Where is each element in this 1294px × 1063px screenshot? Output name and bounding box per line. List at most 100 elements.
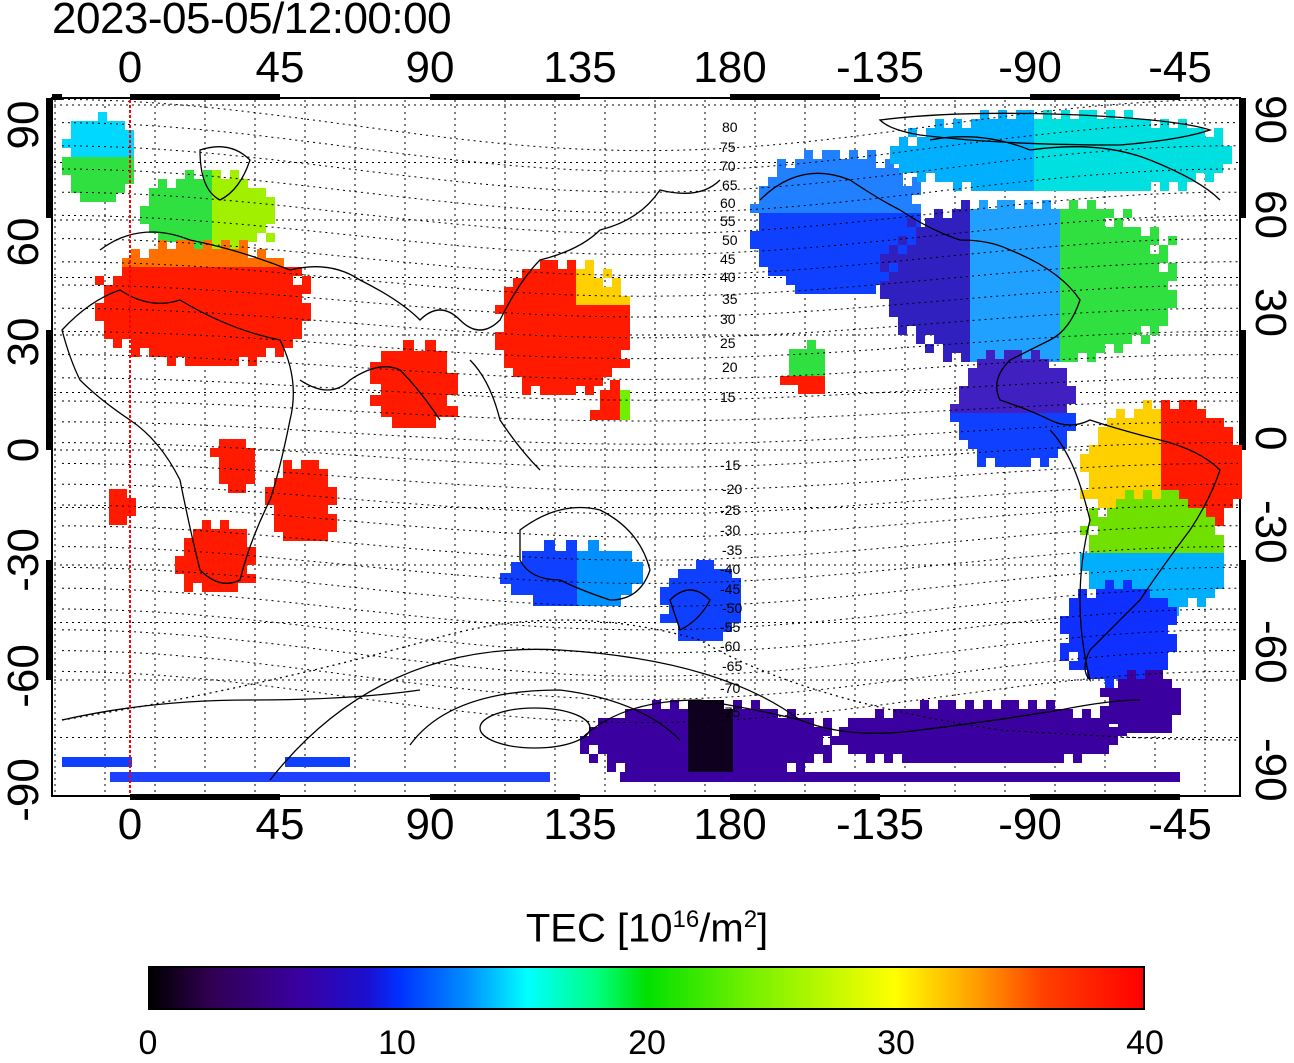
tec-cell xyxy=(237,457,246,466)
tec-cell xyxy=(1049,368,1058,377)
tec-cell xyxy=(1170,571,1179,580)
tec-cell xyxy=(549,368,558,377)
tec-cell xyxy=(1224,445,1233,454)
tec-cell xyxy=(555,551,566,562)
tec-cell xyxy=(221,330,230,339)
tec-cell xyxy=(1096,670,1105,679)
tec-cell xyxy=(679,745,688,754)
tec-cell xyxy=(1132,589,1141,598)
tec-cell xyxy=(714,578,723,587)
tec-cell xyxy=(849,159,858,168)
tec-cell xyxy=(522,368,531,377)
tec-cell xyxy=(1096,236,1105,245)
tec-cell xyxy=(986,368,995,377)
tec-cell xyxy=(1033,254,1042,263)
tec-cell xyxy=(621,305,630,314)
tec-cell xyxy=(513,305,522,314)
tec-cell xyxy=(203,206,212,215)
tec-cell xyxy=(995,404,1004,413)
tec-cell xyxy=(504,332,513,341)
tec-cell xyxy=(983,745,992,754)
tec-cell xyxy=(1141,625,1150,634)
tec-cell xyxy=(158,249,167,258)
tec-cell xyxy=(1197,445,1206,454)
tec-cell xyxy=(1116,427,1125,436)
tec-cell xyxy=(840,159,849,168)
tec-cell xyxy=(1152,499,1161,508)
tec-cell xyxy=(1024,245,1033,254)
tec-cell xyxy=(275,303,284,312)
tec-cell xyxy=(804,249,813,258)
tec-cell xyxy=(1061,182,1070,191)
tec-cell xyxy=(1015,281,1024,290)
tec-cell xyxy=(1125,454,1134,463)
tec-cell xyxy=(1007,182,1016,191)
tec-cell xyxy=(777,213,786,222)
tec-cell xyxy=(934,308,943,317)
tec-cell xyxy=(1114,290,1123,299)
tec-cell xyxy=(1161,517,1170,526)
tec-cell xyxy=(1170,436,1179,445)
tec-cell xyxy=(795,258,804,267)
tec-cell xyxy=(127,507,136,516)
contour-label: 20 xyxy=(722,359,738,375)
tec-cell xyxy=(911,736,920,745)
tec-cell xyxy=(566,551,577,562)
tec-cell xyxy=(733,709,742,718)
tec-cell xyxy=(998,164,1007,173)
tec-cell xyxy=(588,540,599,551)
tec-cell xyxy=(813,231,822,240)
tec-cell xyxy=(1143,427,1152,436)
tec-cell xyxy=(1079,119,1088,128)
tec-cell xyxy=(688,700,697,709)
tec-cell xyxy=(149,249,158,258)
tec-cell xyxy=(1116,508,1125,517)
tec-cell xyxy=(1161,463,1170,472)
tec-cell xyxy=(1058,422,1067,431)
tec-cell xyxy=(1134,553,1143,562)
tec-cell xyxy=(540,386,549,395)
tec-cell xyxy=(274,523,283,532)
tec-cell xyxy=(122,285,131,294)
tec-cell xyxy=(221,206,230,215)
tec-cell xyxy=(1073,736,1082,745)
tec-cell xyxy=(831,195,840,204)
tec-cell xyxy=(1100,736,1109,745)
tec-cell xyxy=(796,754,805,763)
tec-cell xyxy=(1161,589,1170,598)
tec-cell xyxy=(1060,236,1069,245)
tec-cell xyxy=(275,348,284,357)
tec-cell xyxy=(760,745,769,754)
tec-cell xyxy=(1088,173,1097,182)
tec-cell xyxy=(594,287,603,296)
tec-cell xyxy=(1206,535,1215,544)
tec-cell xyxy=(203,197,212,206)
tec-cell xyxy=(1223,146,1232,155)
tec-cell xyxy=(1098,490,1107,499)
tec-cell xyxy=(1007,146,1016,155)
tec-cell xyxy=(894,168,903,177)
tec-cell xyxy=(696,614,705,623)
tec-cell xyxy=(248,330,257,339)
tec-cell xyxy=(697,763,706,772)
tec-cell xyxy=(228,457,237,466)
tec-cell xyxy=(1019,754,1028,763)
tec-cell xyxy=(1170,427,1179,436)
tec-cell xyxy=(1022,359,1031,368)
tec-cell xyxy=(907,272,916,281)
tec-cell xyxy=(903,195,912,204)
tec-cell xyxy=(603,332,612,341)
tec-cell xyxy=(926,146,935,155)
tec-cell xyxy=(158,285,167,294)
tec-cell xyxy=(1105,308,1114,317)
tec-cell xyxy=(1215,427,1224,436)
tec-cell xyxy=(98,130,107,139)
tec-cell xyxy=(1001,700,1010,709)
tec-cell xyxy=(625,727,634,736)
tec-cell xyxy=(980,119,989,128)
tec-cell xyxy=(1098,445,1107,454)
tec-cell xyxy=(1015,335,1024,344)
tec-cell xyxy=(1124,137,1133,146)
tec-cell xyxy=(697,736,706,745)
tec-cell xyxy=(1179,598,1188,607)
